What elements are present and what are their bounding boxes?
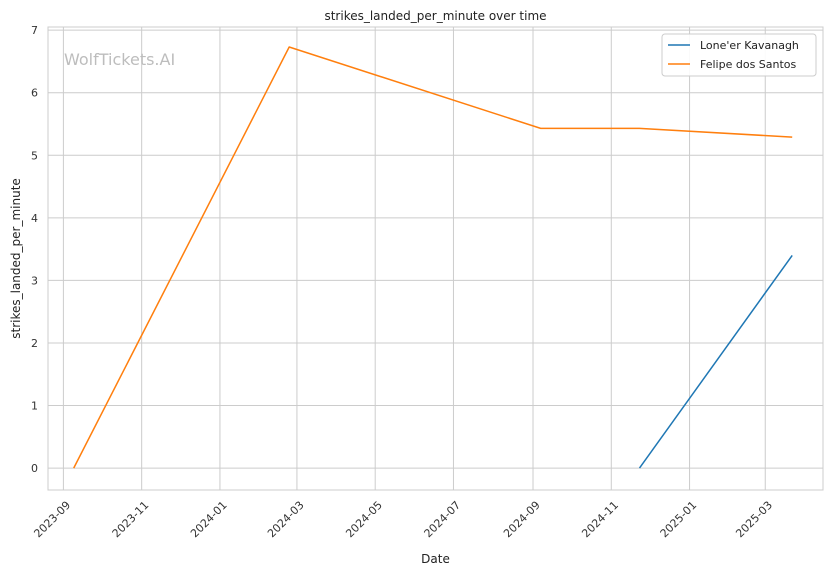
watermark: WolfTickets.AI [64, 50, 175, 69]
y-tick-label: 1 [31, 400, 38, 413]
series-line [73, 46, 793, 469]
chart-title: strikes_landed_per_minute over time [324, 9, 546, 23]
y-tick-label: 2 [31, 337, 38, 350]
y-tick-label: 0 [31, 462, 38, 475]
grid-lines [48, 27, 823, 490]
series-lines [73, 46, 793, 469]
legend-label: Felipe dos Santos [700, 58, 797, 71]
x-axis-title: Date [421, 552, 450, 566]
series-line [638, 254, 793, 469]
y-tick-label: 4 [31, 212, 38, 225]
legend-box [661, 33, 817, 77]
y-tick-label: 7 [31, 24, 38, 37]
legend: Lone'er Kavanagh Felipe dos Santos [661, 33, 817, 77]
y-tick-label: 5 [31, 149, 38, 162]
legend-label: Lone'er Kavanagh [700, 39, 799, 52]
y-tick-label: 3 [31, 274, 38, 287]
y-tick-label: 6 [31, 87, 38, 100]
plot-area [47, 26, 824, 491]
y-axis-ticks: 0 1 2 3 4 5 6 7 [31, 24, 38, 475]
y-axis-title: strikes_landed_per_minute [9, 178, 23, 339]
